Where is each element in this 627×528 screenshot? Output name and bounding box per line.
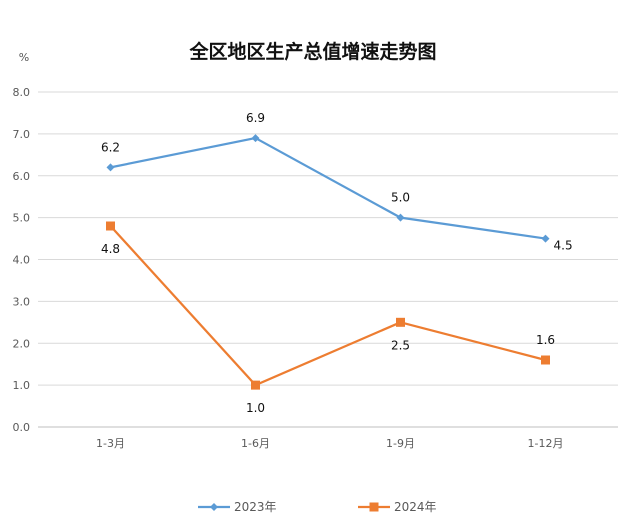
series-1-point	[106, 163, 115, 172]
data-labels: 6.2 6.9 5.0 4.5 4.8 1.0 2.5 1.6	[101, 111, 573, 415]
series-2-data-label: 1.6	[536, 333, 555, 347]
legend-label-1: 2023年	[234, 500, 277, 514]
y-tick-label: 3.0	[13, 295, 31, 308]
series-2-point	[106, 221, 115, 231]
y-axis-ticks: 0.0 1.0 2.0 3.0 4.0 5.0 6.0 7.0 8.0	[13, 86, 31, 434]
x-tick-label: 1-9月	[386, 437, 415, 450]
y-tick-label: 5.0	[13, 212, 31, 225]
series-1-data-label: 5.0	[391, 191, 410, 205]
legend-label-2: 2024年	[394, 500, 437, 514]
series-2-point	[541, 355, 550, 365]
series-2-data-label: 1.0	[246, 401, 265, 415]
series-2-data-label: 2.5	[391, 338, 410, 352]
y-tick-label: 2.0	[13, 337, 31, 350]
gridlines	[38, 91, 618, 428]
y-tick-label: 0.0	[13, 421, 31, 434]
series-1-point	[251, 134, 260, 143]
x-axis-ticks: 1-3月 1-6月 1-9月 1-12月	[96, 437, 563, 450]
legend: 2023年 2024年	[198, 500, 437, 514]
series-1-point	[396, 213, 405, 222]
y-tick-label: 4.0	[13, 254, 31, 267]
legend-marker-1	[210, 503, 218, 511]
x-tick-label: 1-6月	[241, 437, 270, 450]
y-tick-label: 8.0	[13, 86, 31, 99]
x-tick-label: 1-3月	[96, 437, 125, 450]
y-tick-label: 6.0	[13, 170, 31, 183]
y-axis-unit-label: %	[19, 51, 29, 64]
series-layer	[106, 134, 550, 390]
series-1-data-label: 4.5	[554, 239, 573, 253]
series-2-point	[396, 317, 405, 327]
series-2-data-label: 4.8	[101, 242, 120, 256]
chart-title: 全区地区生产总值增速走势图	[188, 40, 436, 63]
x-tick-label: 1-12月	[528, 437, 564, 450]
series-1-data-label: 6.9	[246, 111, 265, 125]
series-1-data-label: 6.2	[101, 140, 120, 154]
y-tick-label: 1.0	[13, 379, 31, 392]
series-1-point	[541, 234, 550, 243]
series-line-2	[109, 225, 546, 387]
legend-marker-2	[369, 502, 379, 512]
series-line-1	[110, 136, 546, 240]
series-2-point	[251, 380, 260, 390]
y-tick-label: 7.0	[13, 128, 31, 141]
